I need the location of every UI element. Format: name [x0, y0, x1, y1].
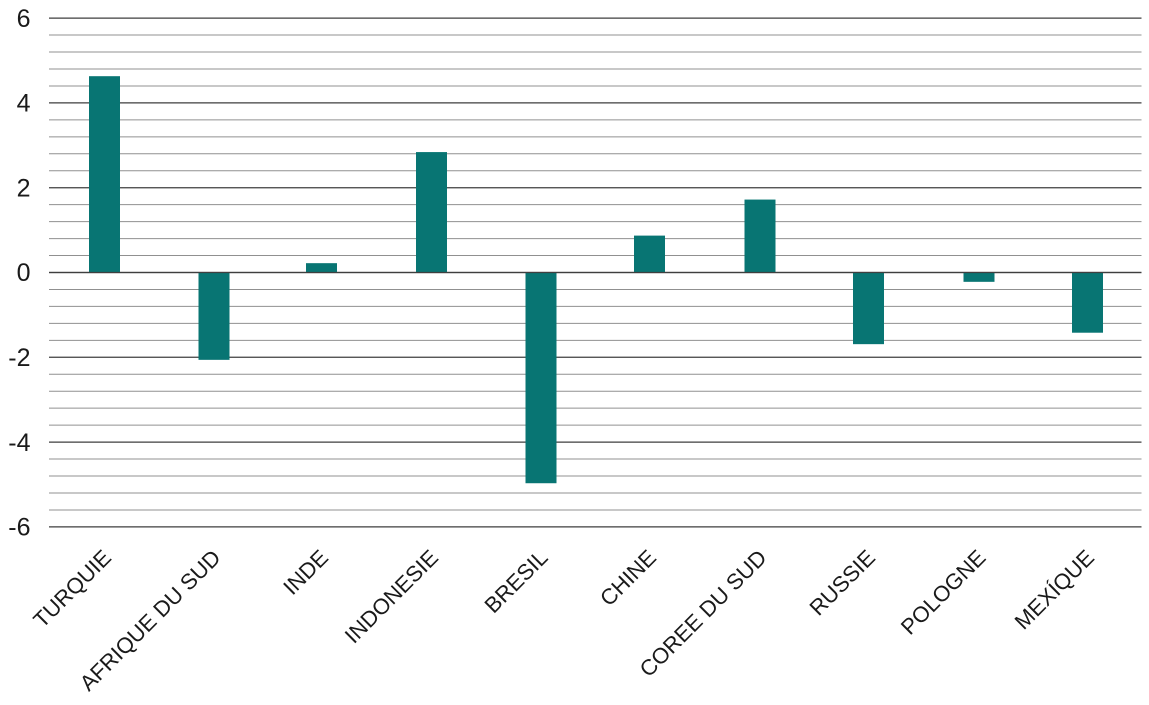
svg-text:6: 6	[17, 5, 31, 33]
svg-text:4: 4	[17, 90, 31, 118]
svg-text:-6: -6	[8, 514, 30, 542]
svg-text:-2: -2	[8, 344, 30, 372]
svg-text:-4: -4	[8, 429, 30, 457]
svg-text:2: 2	[17, 174, 31, 202]
svg-text:0: 0	[17, 259, 31, 287]
